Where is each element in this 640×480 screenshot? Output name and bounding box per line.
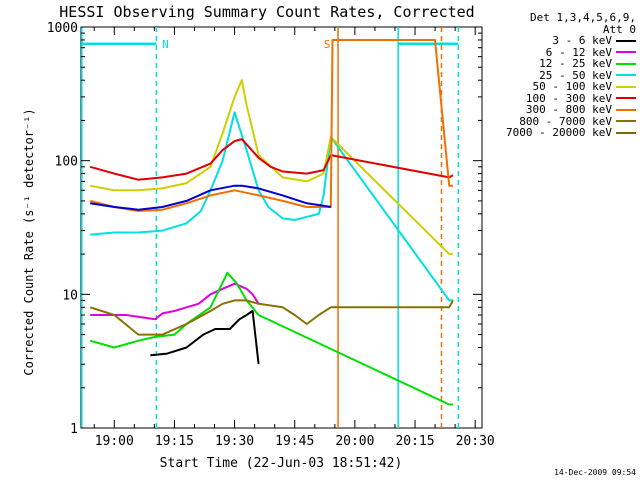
x-tick-label: 19:45 bbox=[275, 434, 314, 449]
series-line-6 bbox=[89, 39, 453, 212]
y-tick-label: 100 bbox=[55, 155, 78, 170]
series-line-4 bbox=[90, 79, 453, 256]
x-tick-label: 20:15 bbox=[395, 434, 434, 449]
y-tick-label: 1 bbox=[70, 422, 78, 437]
legend-item: 100 - 300 keV bbox=[478, 91, 636, 105]
legend-item: 7000 - 20000 keV bbox=[478, 127, 636, 139]
x-tick-label: 20:00 bbox=[335, 434, 374, 449]
y-axis-label: Corrected Count Rate (s⁻¹ detector⁻¹) bbox=[22, 108, 36, 375]
legend-label: 800 - 7000 keV bbox=[519, 114, 612, 128]
detector-label-2: Att 0 bbox=[602, 22, 636, 36]
timestamp: 14-Dec-2009 09:54 bbox=[554, 468, 636, 477]
annotation-n: N bbox=[162, 38, 169, 51]
x-axis-label: Start Time (22-Jun-03 18:51:42) bbox=[160, 456, 403, 471]
plot-frame bbox=[80, 26, 483, 429]
legend-label: 100 - 300 keV bbox=[525, 91, 612, 105]
series-line-0 bbox=[150, 310, 260, 365]
chart-title: HESSI Observing Summary Count Rates, Cor… bbox=[59, 3, 474, 21]
x-tick-label: 19:00 bbox=[95, 434, 134, 449]
legend-item: 50 - 100 keV bbox=[478, 81, 636, 93]
legend-swatch bbox=[616, 74, 636, 77]
y-tick-label: 10 bbox=[62, 288, 78, 303]
legend-label: 50 - 100 keV bbox=[532, 80, 612, 93]
legend-item: 6 - 12 keV bbox=[478, 45, 636, 59]
legend-label: 6 - 12 keV bbox=[545, 45, 612, 59]
legend-label: 3 - 6 keV bbox=[552, 34, 612, 47]
legend: Det 1,3,4,5,6,9, Att 0 3 - 6 keV 6 - 12 k… bbox=[478, 12, 636, 139]
legend-item: 800 - 7000 keV bbox=[478, 114, 636, 128]
x-axis: 19:00 19:15 19:30 19:45 20:00 20:15 20:30 bbox=[93, 27, 495, 449]
legend-item: 3 - 6 keV bbox=[478, 35, 636, 47]
x-tick-label: 19:15 bbox=[155, 434, 194, 449]
legend-label: 12 - 25 keV bbox=[539, 57, 612, 70]
legend-label: 300 - 800 keV bbox=[525, 103, 612, 116]
y-axis: 1 10 100 1000 bbox=[47, 21, 482, 437]
detector-label-1: Det 1,3,4,5,6,9, bbox=[530, 11, 636, 24]
legend-swatch bbox=[616, 85, 636, 88]
legend-swatch bbox=[616, 131, 636, 134]
series-line-8 bbox=[90, 184, 331, 211]
legend-swatch bbox=[616, 62, 636, 65]
legend-swatch bbox=[616, 97, 636, 100]
legend-item: 300 - 800 keV bbox=[478, 104, 636, 116]
legend-swatch bbox=[616, 39, 636, 42]
series-line-3 bbox=[90, 111, 453, 302]
observing-markers bbox=[81, 27, 460, 428]
y-tick-label: 1000 bbox=[47, 21, 78, 36]
series-layer bbox=[89, 39, 454, 406]
legend-label: 25 - 50 keV bbox=[539, 68, 612, 82]
series-line-2 bbox=[89, 271, 453, 406]
legend-swatch bbox=[616, 51, 636, 54]
legend-swatch bbox=[616, 108, 636, 111]
legend-item: 12 - 25 keV bbox=[478, 58, 636, 70]
legend-label: 7000 - 20000 keV bbox=[506, 126, 612, 139]
legend-swatch bbox=[616, 120, 636, 123]
annotation-s: S bbox=[324, 38, 331, 51]
legend-item: 25 - 50 keV bbox=[478, 68, 636, 82]
series-line-5 bbox=[89, 138, 454, 181]
series-line-1 bbox=[90, 282, 260, 321]
x-tick-label: 19:30 bbox=[215, 434, 254, 449]
series-line-7 bbox=[89, 299, 454, 336]
x-tick-label: 20:30 bbox=[456, 434, 495, 449]
